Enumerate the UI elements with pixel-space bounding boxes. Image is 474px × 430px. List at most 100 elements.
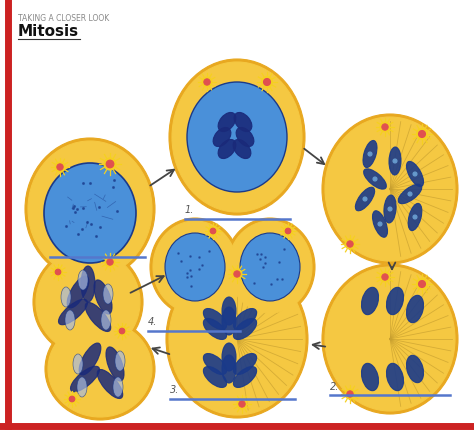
Text: 1.: 1. xyxy=(185,205,194,215)
Ellipse shape xyxy=(232,270,242,280)
Ellipse shape xyxy=(408,193,412,197)
Ellipse shape xyxy=(386,288,403,315)
Ellipse shape xyxy=(380,273,390,282)
Ellipse shape xyxy=(68,395,76,403)
Ellipse shape xyxy=(222,355,236,383)
Ellipse shape xyxy=(364,169,386,190)
Ellipse shape xyxy=(222,307,236,335)
Ellipse shape xyxy=(218,113,236,132)
Ellipse shape xyxy=(106,161,114,169)
Ellipse shape xyxy=(239,401,245,407)
Ellipse shape xyxy=(203,319,227,340)
Ellipse shape xyxy=(94,280,112,314)
Ellipse shape xyxy=(65,310,75,330)
Ellipse shape xyxy=(225,218,315,316)
Ellipse shape xyxy=(388,208,392,212)
Ellipse shape xyxy=(407,356,424,383)
Ellipse shape xyxy=(105,258,115,267)
Text: TAKING A CLOSER LOOK: TAKING A CLOSER LOOK xyxy=(18,14,109,23)
Ellipse shape xyxy=(347,391,353,397)
Ellipse shape xyxy=(69,396,75,402)
Ellipse shape xyxy=(61,287,71,307)
Ellipse shape xyxy=(413,215,417,219)
Ellipse shape xyxy=(187,83,287,193)
Ellipse shape xyxy=(363,197,367,202)
Ellipse shape xyxy=(283,227,292,236)
Ellipse shape xyxy=(106,347,124,381)
Ellipse shape xyxy=(345,240,355,249)
Ellipse shape xyxy=(101,310,111,330)
Ellipse shape xyxy=(203,354,227,375)
Ellipse shape xyxy=(373,178,377,181)
Ellipse shape xyxy=(209,227,218,236)
Ellipse shape xyxy=(97,370,123,399)
Ellipse shape xyxy=(222,297,236,325)
Ellipse shape xyxy=(264,79,271,86)
Ellipse shape xyxy=(81,266,95,302)
Ellipse shape xyxy=(419,131,426,138)
Ellipse shape xyxy=(384,196,396,224)
Ellipse shape xyxy=(55,270,61,275)
Ellipse shape xyxy=(165,233,225,301)
Ellipse shape xyxy=(73,354,83,374)
Ellipse shape xyxy=(103,284,113,304)
Ellipse shape xyxy=(228,221,312,313)
Ellipse shape xyxy=(325,267,455,411)
Ellipse shape xyxy=(413,172,417,177)
Ellipse shape xyxy=(386,363,403,391)
Ellipse shape xyxy=(119,329,125,334)
Text: Mitosis: Mitosis xyxy=(18,24,79,39)
Ellipse shape xyxy=(71,366,100,392)
Ellipse shape xyxy=(234,113,252,132)
Ellipse shape xyxy=(172,63,302,212)
Ellipse shape xyxy=(45,318,155,420)
Ellipse shape xyxy=(104,159,116,171)
Ellipse shape xyxy=(322,115,458,264)
Ellipse shape xyxy=(213,128,231,147)
Ellipse shape xyxy=(417,129,428,140)
Ellipse shape xyxy=(262,77,273,88)
Ellipse shape xyxy=(233,319,256,340)
Ellipse shape xyxy=(285,229,291,234)
Ellipse shape xyxy=(58,300,88,325)
Ellipse shape xyxy=(417,279,428,290)
Ellipse shape xyxy=(222,343,236,371)
Ellipse shape xyxy=(322,264,458,414)
Ellipse shape xyxy=(240,233,300,301)
Ellipse shape xyxy=(118,327,127,336)
Text: 4.: 4. xyxy=(148,316,157,326)
Ellipse shape xyxy=(204,80,210,86)
Ellipse shape xyxy=(169,60,305,215)
Ellipse shape xyxy=(25,139,155,280)
Ellipse shape xyxy=(67,276,89,308)
Ellipse shape xyxy=(150,218,240,316)
Ellipse shape xyxy=(419,281,426,288)
Ellipse shape xyxy=(48,321,152,417)
Ellipse shape xyxy=(169,264,305,415)
Ellipse shape xyxy=(373,211,387,238)
Ellipse shape xyxy=(347,241,353,248)
Ellipse shape xyxy=(362,288,379,315)
Ellipse shape xyxy=(407,162,424,187)
Ellipse shape xyxy=(203,367,227,387)
Ellipse shape xyxy=(113,377,123,397)
Ellipse shape xyxy=(356,188,374,211)
Ellipse shape xyxy=(57,164,63,171)
Ellipse shape xyxy=(78,270,88,290)
Ellipse shape xyxy=(362,363,379,391)
Ellipse shape xyxy=(55,163,65,172)
Ellipse shape xyxy=(33,247,143,357)
Ellipse shape xyxy=(153,221,237,313)
Ellipse shape xyxy=(233,367,256,387)
Ellipse shape xyxy=(54,268,63,277)
Ellipse shape xyxy=(233,309,256,330)
Ellipse shape xyxy=(393,160,397,164)
Ellipse shape xyxy=(380,123,390,132)
Text: 2.: 2. xyxy=(330,381,339,391)
Ellipse shape xyxy=(236,128,254,147)
Ellipse shape xyxy=(382,274,388,280)
Ellipse shape xyxy=(77,377,87,397)
Ellipse shape xyxy=(79,343,101,375)
Ellipse shape xyxy=(85,303,111,332)
Ellipse shape xyxy=(234,271,240,277)
